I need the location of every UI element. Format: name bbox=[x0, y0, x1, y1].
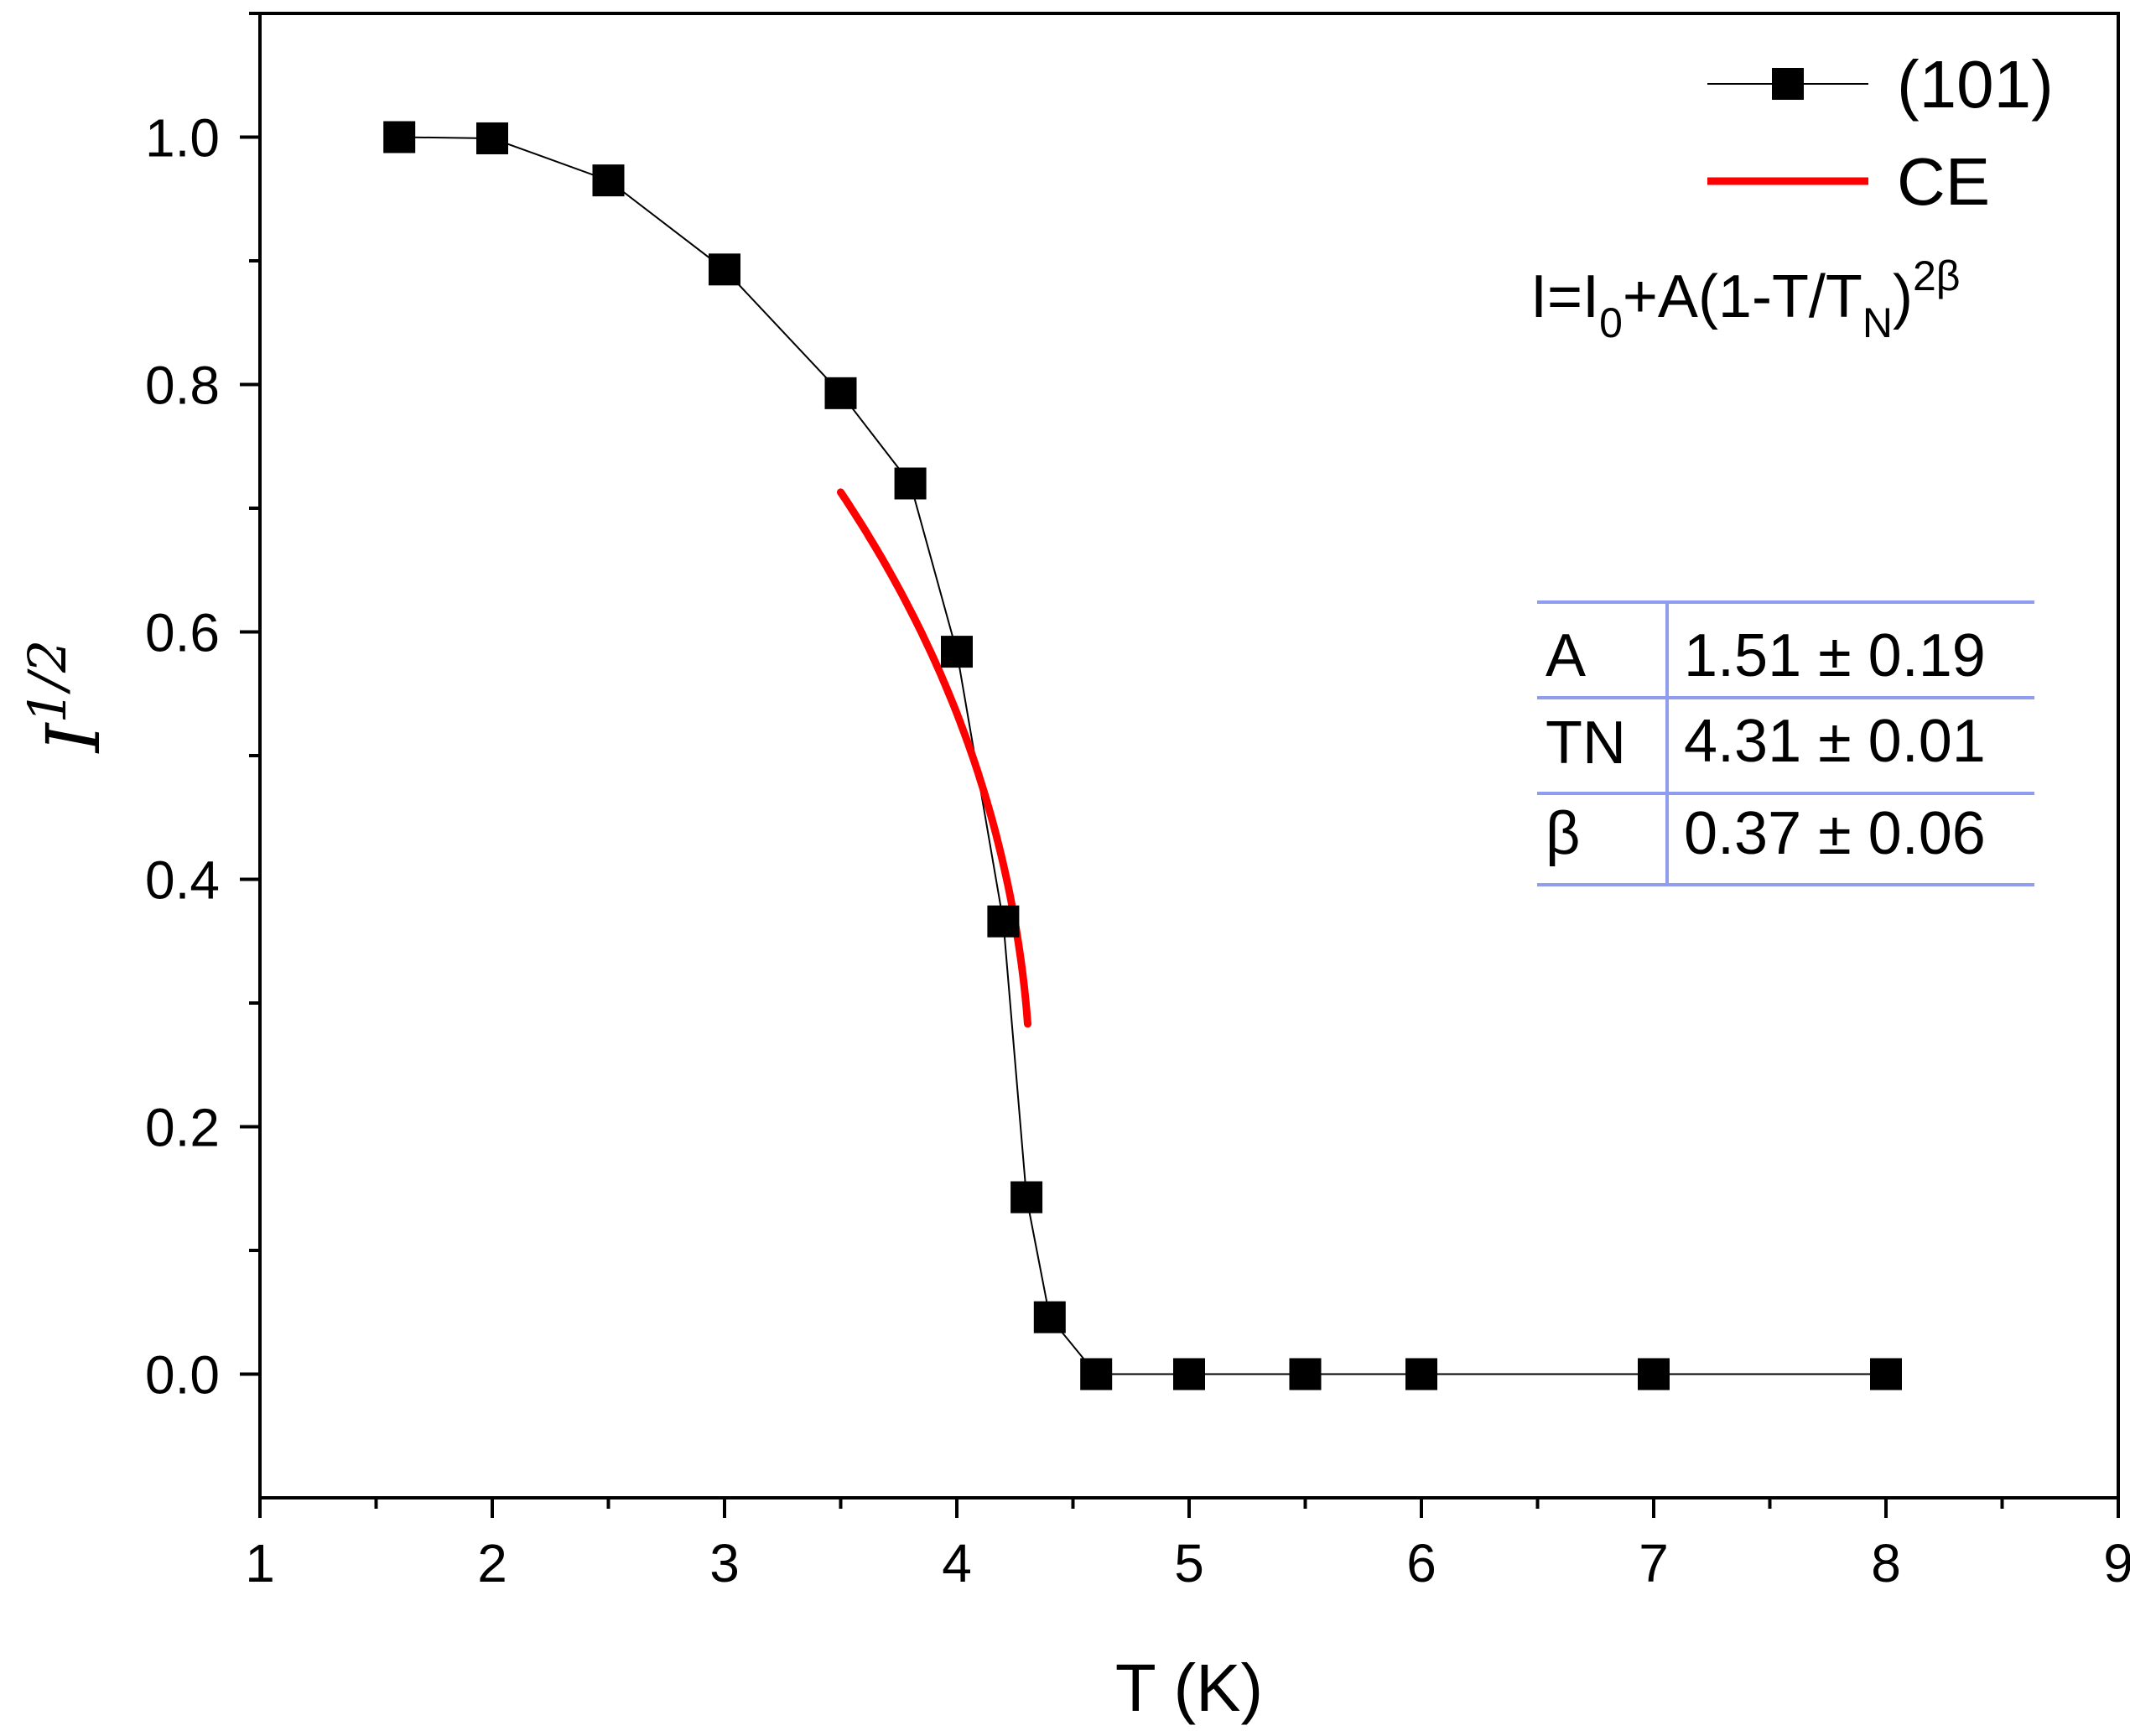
data-point bbox=[824, 377, 857, 409]
series-101-markers bbox=[383, 121, 1902, 1390]
y-tick-label: 0.0 bbox=[145, 1345, 220, 1406]
series-101-line bbox=[399, 136, 1886, 1375]
x-tick-label: 1 bbox=[245, 1533, 275, 1593]
data-point bbox=[987, 905, 1020, 938]
data-point bbox=[1010, 1181, 1043, 1214]
data-point bbox=[941, 636, 973, 668]
x-tick-label: 4 bbox=[942, 1533, 972, 1593]
data-point bbox=[709, 253, 740, 286]
data-point bbox=[1405, 1358, 1437, 1390]
data-point bbox=[894, 467, 927, 500]
y-tick-label: 1.0 bbox=[145, 108, 220, 169]
table-value-tn: 4.31 ± 0.01 bbox=[1684, 708, 1986, 775]
ce-fit-curve bbox=[837, 488, 1031, 1028]
series-ce-fit bbox=[837, 488, 1031, 1028]
data-point bbox=[1289, 1358, 1322, 1390]
data-point bbox=[476, 122, 508, 154]
y-axis-ticks: 0.0 0.2 0.4 0.6 0.8 1.0 bbox=[145, 12, 260, 1406]
x-tick-label: 3 bbox=[709, 1533, 740, 1593]
x-axis-title: T (K) bbox=[1115, 1650, 1263, 1725]
data-point bbox=[1080, 1358, 1113, 1390]
x-tick-label: 9 bbox=[2103, 1533, 2130, 1593]
y-axis-title: I1/2 bbox=[17, 640, 117, 755]
y-axis-title-exponent: 1/2 bbox=[17, 640, 78, 724]
table-value-beta: 0.37 ± 0.06 bbox=[1684, 800, 1986, 867]
x-tick-label: 5 bbox=[1174, 1533, 1204, 1593]
table-param-tn: TN bbox=[1546, 709, 1626, 777]
svg-text:I1/2: I1/2 bbox=[17, 640, 117, 755]
y-tick-label: 0.2 bbox=[145, 1098, 220, 1158]
x-axis-ticks: 1 2 3 4 5 6 7 8 9 bbox=[245, 1498, 2130, 1593]
x-tick-label: 2 bbox=[477, 1533, 507, 1593]
table-param-a: A bbox=[1546, 622, 1586, 689]
y-axis-title-base: I bbox=[30, 721, 117, 754]
data-point bbox=[592, 164, 625, 197]
data-point bbox=[1033, 1301, 1066, 1333]
x-tick-label: 7 bbox=[1639, 1533, 1669, 1593]
data-point bbox=[1173, 1358, 1205, 1390]
plot-frame bbox=[258, 12, 2120, 1500]
y-tick-label: 0.4 bbox=[145, 850, 220, 911]
series-101-path bbox=[399, 136, 1886, 1375]
data-point bbox=[383, 121, 416, 153]
legend: (101) CE bbox=[1707, 47, 2054, 219]
x-tick-label: 6 bbox=[1406, 1533, 1436, 1593]
data-point bbox=[1870, 1358, 1902, 1390]
data-point bbox=[1638, 1358, 1670, 1390]
legend-101-label: (101) bbox=[1897, 47, 2054, 122]
legend-ce-label: CE bbox=[1897, 144, 1990, 219]
y-tick-label: 0.6 bbox=[145, 603, 220, 663]
x-tick-label: 8 bbox=[1871, 1533, 1901, 1593]
table-value-a: 1.51 ± 0.19 bbox=[1684, 622, 1986, 689]
y-tick-label: 0.8 bbox=[145, 356, 220, 416]
fit-parameter-table: A 1.51 ± 0.19 TN 4.31 ± 0.01 β 0.37 ± 0.… bbox=[1537, 600, 2034, 886]
table-param-beta: β bbox=[1546, 800, 1580, 867]
fit-formula: I=I0+A(1-T/TN)2β bbox=[1530, 252, 1961, 346]
legend-101-marker bbox=[1772, 68, 1804, 100]
